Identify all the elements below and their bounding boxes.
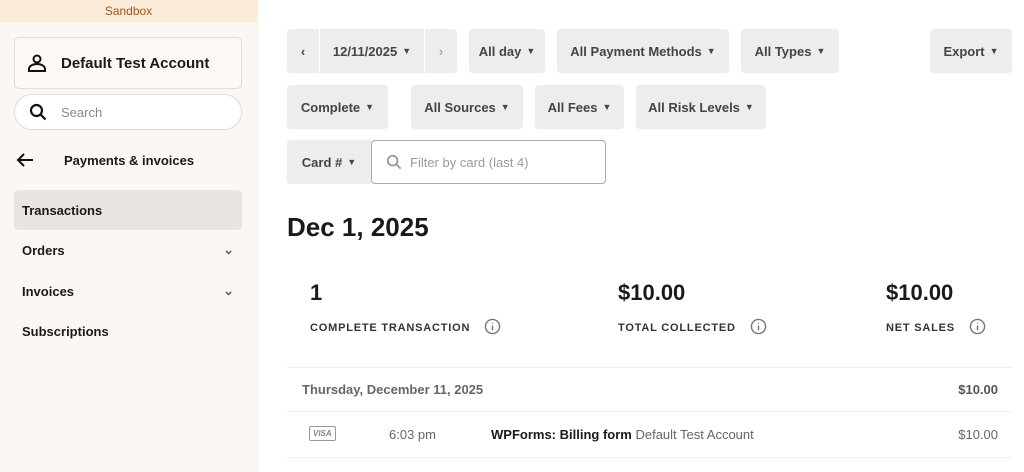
chevron-down-icon: ▼ [500,102,510,112]
stat-value: $10.00 [886,280,954,305]
date-group-header: Thursday, December 11, 2025 $10.00 [302,382,998,397]
stat-value: 1 [310,280,323,305]
risk-filter[interactable]: All Risk Levels ▼ [636,85,766,129]
filter-label: All Risk Levels [648,99,740,115]
next-date-button[interactable]: › [425,29,457,73]
chevron-down-icon: ⌄ [223,242,234,257]
tx-customer: Default Test Account [635,427,754,442]
sidebar-item-subscriptions[interactable]: Subscriptions [14,311,242,351]
sandbox-banner: Sandbox [0,0,257,22]
status-filter[interactable]: Complete ▼ [287,85,388,129]
sidebar: Sandbox Default Test Account Search Paym… [0,0,258,472]
nav-label: Subscriptions [22,323,109,339]
tx-amount: $10.00 [958,427,998,442]
table-row[interactable]: VISA 6:03 pm WPForms: Billing form Defau… [287,412,1012,456]
nav-label: Invoices [22,283,75,299]
arrow-left-icon [16,153,33,167]
divider [287,367,1012,368]
nav-label: Orders [22,242,65,258]
filter-label: All Sources [424,99,496,115]
search-input[interactable]: Search [14,94,242,130]
stat-label: COMPLETE TRANSACTION [310,322,471,334]
tx-time: 6:03 pm [389,427,436,442]
sidebar-item-orders[interactable]: Orders ⌄ [14,230,242,270]
card-filter-placeholder: Filter by card (last 4) [410,154,529,170]
chevron-down-icon: ▼ [816,46,826,56]
search-icon [29,103,47,121]
group-date: Thursday, December 11, 2025 [302,382,484,397]
tx-source: WPForms: Billing form [491,427,632,442]
user-icon [28,54,46,72]
chevron-down-icon: ▼ [526,46,536,56]
export-button[interactable]: Export ▼ [930,29,1012,73]
stat-collected: $10.00 TOTAL COLLECTED [618,280,767,338]
stat-label: TOTAL COLLECTED [618,322,736,334]
filter-label: All Fees [547,99,598,115]
card-filter-input[interactable]: Filter by card (last 4) [371,140,606,184]
chevron-down-icon: ▼ [365,102,375,112]
info-icon[interactable] [484,318,501,338]
divider [287,457,1012,458]
prev-date-button[interactable]: ‹ [287,29,319,73]
chevron-down-icon: ▼ [744,102,754,112]
stat-transactions: 1 COMPLETE TRANSACTION [310,280,501,338]
nav-label: Transactions [22,202,103,218]
stat-label: NET SALES [886,322,955,334]
date-picker[interactable]: 12/11/2025 ▼ [320,29,424,73]
chevron-down-icon: ▼ [347,157,357,167]
sidebar-item-transactions[interactable]: Transactions [14,190,242,230]
info-icon[interactable] [969,318,986,338]
chevron-down-icon: ▼ [706,46,716,56]
group-total: $10.00 [958,382,998,397]
sources-filter[interactable]: All Sources ▼ [411,85,523,129]
card-filter-type[interactable]: Card # ▼ [287,140,371,184]
info-icon[interactable] [750,318,767,338]
time-filter[interactable]: All day ▼ [469,29,545,73]
chevron-down-icon: ▼ [602,102,612,112]
fees-filter[interactable]: All Fees ▼ [535,85,624,129]
back-button[interactable]: Payments & invoices [16,152,194,168]
stat-value: $10.00 [618,280,686,305]
date-value: 12/11/2025 [332,43,398,59]
filter-label: All Payment Methods [570,43,702,59]
chevron-left-icon: ‹ [300,43,306,59]
search-placeholder: Search [61,104,103,120]
chevron-down-icon: ▼ [402,46,412,56]
filter-label: All Types [754,43,812,59]
filter-label: All day [478,43,522,59]
account-name: Default Test Account [61,54,210,72]
chevron-down-icon: ▼ [989,46,999,56]
filter-label: Card # [301,154,343,170]
visa-card-icon: VISA [309,426,336,441]
chevron-right-icon: › [438,43,444,59]
chevron-down-icon: ⌄ [223,283,234,298]
page-title: Dec 1, 2025 [287,212,429,242]
filter-label: Export [943,43,985,59]
filter-label: Complete [300,99,361,115]
types-filter[interactable]: All Types ▼ [741,29,839,73]
search-icon [386,154,402,170]
stat-net-sales: $10.00 NET SALES [886,280,986,338]
payment-methods-filter[interactable]: All Payment Methods ▼ [557,29,729,73]
section-title: Payments & invoices [64,152,195,168]
divider [287,411,1012,412]
account-switcher[interactable]: Default Test Account [14,37,242,89]
sidebar-item-invoices[interactable]: Invoices ⌄ [14,271,242,311]
